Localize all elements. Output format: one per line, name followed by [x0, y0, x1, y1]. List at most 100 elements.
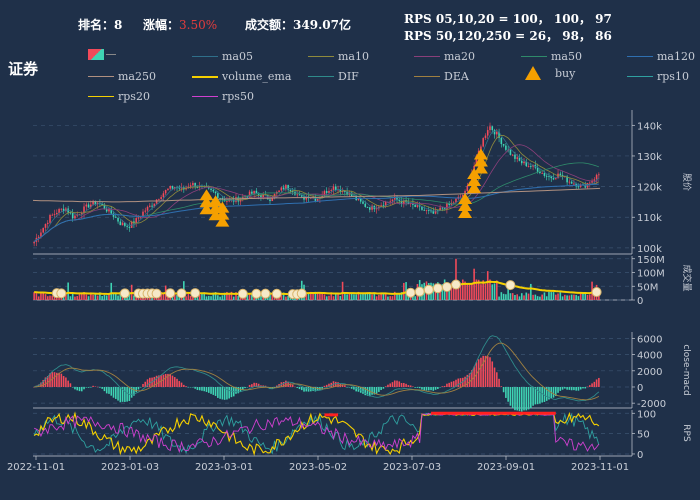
legend-ma05[interactable]: ma05 [192, 50, 253, 63]
candle [112, 213, 115, 217]
macd-bar [509, 386, 512, 406]
candle [60, 208, 63, 210]
candle [142, 211, 144, 217]
candle [117, 217, 119, 222]
volume-bar [108, 294, 110, 300]
candle [121, 222, 124, 226]
candle-swatch-icon [88, 49, 104, 60]
volume-bar [310, 291, 312, 300]
macd-bar [90, 386, 92, 388]
tick-label: 50M [637, 282, 658, 293]
legend-buy[interactable]: buy [521, 66, 575, 80]
candle [423, 209, 426, 211]
macd-bar [96, 386, 99, 388]
volume-bar [248, 293, 251, 300]
volume-bar [498, 296, 500, 300]
macd-bar [450, 381, 453, 387]
legend-dea[interactable]: DEA [414, 70, 469, 83]
candle [425, 210, 428, 211]
legend-rps50[interactable]: rps50 [192, 90, 254, 103]
volume-bar [371, 294, 373, 300]
legend-label: ma50 [551, 50, 582, 63]
volume-bar [511, 293, 514, 300]
legend-ma20[interactable]: ma20 [414, 50, 475, 63]
volume-marker [591, 287, 602, 298]
volume-bar [44, 294, 47, 300]
candle [391, 199, 394, 202]
volume-bar [319, 293, 321, 300]
volume-bar [232, 296, 235, 300]
volume-bar [173, 292, 176, 300]
candle [40, 232, 42, 237]
macd-bar [382, 386, 385, 389]
candle [228, 200, 230, 202]
legend-rps10[interactable]: rps10 [627, 70, 689, 83]
buy-arrow-icon [467, 168, 482, 180]
macd-bar [489, 357, 491, 387]
volume-bar [112, 292, 115, 300]
candle [475, 156, 478, 167]
macd-bar [373, 386, 376, 395]
candle [432, 210, 435, 214]
macd-bar [296, 386, 299, 388]
volume-bar [369, 292, 371, 300]
volume-panel: 0 50M 100M 150M 成交量 [33, 255, 693, 307]
legend-ma250[interactable]: ma250 [88, 70, 156, 83]
macd-bar [568, 386, 571, 390]
volume-bar [201, 293, 203, 300]
volume-bar [312, 293, 314, 300]
macd-bar [291, 384, 294, 387]
volume-bar [575, 295, 577, 300]
legend-ma120[interactable]: ma120 [627, 50, 695, 63]
volume-bar [189, 295, 192, 300]
candle [210, 188, 212, 190]
volume-bar [260, 292, 262, 300]
change-label: 涨幅： [143, 18, 180, 32]
macd-bar [223, 386, 226, 400]
legend-label: ma05 [222, 50, 253, 63]
candle [217, 193, 219, 198]
volume-marker [237, 288, 248, 299]
macd-bar [162, 374, 165, 387]
legend-rps20[interactable]: rps20 [88, 90, 150, 103]
macd-bar [289, 383, 292, 387]
candle [334, 186, 337, 191]
legend-volume-ema[interactable]: volume_ema [192, 70, 291, 83]
volume-bar [221, 295, 224, 300]
volume-bar [346, 294, 348, 300]
macd-bar [346, 386, 348, 388]
volume-bar [83, 291, 85, 300]
macd-bar [92, 385, 94, 387]
macd-bar [505, 386, 507, 398]
macd-bar [430, 386, 432, 391]
candle [484, 135, 487, 139]
macd-bar [400, 382, 403, 387]
tick-label: 140k [637, 121, 662, 132]
volume-bar [359, 294, 362, 300]
candle [149, 205, 151, 207]
volume-bar [534, 294, 537, 300]
tick-label: 6000 [637, 334, 662, 345]
candle [101, 203, 103, 206]
volume-marker [296, 288, 307, 299]
macd-bar [425, 386, 428, 391]
candle [362, 201, 364, 204]
legend-dif[interactable]: DIF [308, 70, 359, 83]
x-tick-label: 2023-01-03 [101, 462, 159, 473]
legend-ma10[interactable]: ma10 [308, 50, 369, 63]
macd-bar [198, 386, 201, 391]
volume-bar [269, 292, 271, 300]
buy-arrow-icon [525, 66, 541, 80]
legend-candle[interactable] [88, 49, 116, 60]
volume-bar [391, 296, 394, 300]
volume-bar [530, 283, 532, 300]
macd-bar [452, 381, 455, 387]
candle [523, 161, 525, 164]
macd-bar [219, 386, 221, 399]
macd-bar [355, 386, 357, 392]
axis-label: RPS [681, 424, 691, 442]
candle [289, 189, 292, 192]
candle [375, 208, 378, 210]
legend-ma50[interactable]: ma50 [521, 50, 582, 63]
macd-bar [434, 386, 437, 390]
